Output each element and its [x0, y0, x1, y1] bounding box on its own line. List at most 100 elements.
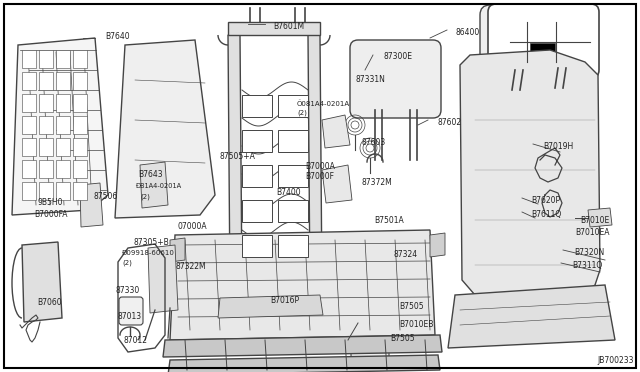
Bar — [22, 182, 36, 200]
Text: 87372M: 87372M — [362, 178, 393, 187]
Text: Ð09918-60610: Ð09918-60610 — [122, 250, 175, 256]
Bar — [22, 94, 36, 112]
Text: 87603: 87603 — [362, 138, 387, 147]
Bar — [39, 182, 53, 200]
Bar — [73, 72, 87, 90]
Bar — [278, 130, 308, 152]
Text: 87602: 87602 — [437, 118, 461, 127]
Polygon shape — [12, 38, 108, 215]
Text: 87505+A: 87505+A — [219, 152, 255, 161]
Text: B7010EB: B7010EB — [399, 320, 433, 329]
Text: B7320N: B7320N — [574, 248, 604, 257]
Bar — [56, 116, 70, 134]
Text: B7640: B7640 — [105, 32, 130, 41]
Bar — [22, 116, 36, 134]
Polygon shape — [170, 230, 435, 340]
Polygon shape — [163, 335, 442, 357]
Text: 07000A: 07000A — [177, 222, 207, 231]
Bar — [56, 50, 70, 68]
Bar — [39, 138, 53, 156]
Text: B7010EA: B7010EA — [575, 228, 609, 237]
Bar — [22, 138, 36, 156]
Polygon shape — [148, 245, 178, 313]
Polygon shape — [170, 238, 185, 262]
Polygon shape — [322, 115, 350, 148]
Bar — [39, 116, 53, 134]
Polygon shape — [322, 165, 352, 203]
Text: 87300E: 87300E — [384, 52, 413, 61]
Bar — [73, 160, 87, 178]
Text: B7611Q: B7611Q — [531, 210, 561, 219]
Bar — [73, 182, 87, 200]
Text: B7505: B7505 — [399, 302, 424, 311]
Text: JB700233: JB700233 — [597, 356, 634, 365]
Polygon shape — [430, 233, 445, 257]
Text: (2): (2) — [140, 193, 150, 199]
Text: 87322M: 87322M — [176, 262, 207, 271]
Bar — [39, 160, 53, 178]
Text: B7000F: B7000F — [305, 172, 334, 181]
Polygon shape — [448, 285, 615, 348]
Text: 86400: 86400 — [456, 28, 480, 37]
Bar — [56, 182, 70, 200]
FancyBboxPatch shape — [488, 4, 599, 78]
Text: B7643: B7643 — [138, 170, 163, 179]
Text: B7501A: B7501A — [374, 216, 404, 225]
Text: B7060: B7060 — [37, 298, 61, 307]
Bar — [56, 160, 70, 178]
Polygon shape — [308, 35, 322, 290]
Bar — [530, 43, 555, 60]
Bar — [242, 165, 272, 187]
Text: B7019H: B7019H — [543, 142, 573, 151]
Bar — [73, 94, 87, 112]
Bar — [278, 235, 308, 257]
Bar — [73, 50, 87, 68]
Text: B7016P: B7016P — [270, 296, 299, 305]
Bar — [56, 72, 70, 90]
Polygon shape — [460, 50, 600, 298]
Text: 87324: 87324 — [393, 250, 417, 259]
Bar — [242, 95, 272, 117]
Bar — [22, 72, 36, 90]
Text: B7010E: B7010E — [580, 216, 609, 225]
Polygon shape — [115, 40, 215, 218]
Text: 87013: 87013 — [117, 312, 141, 321]
FancyBboxPatch shape — [480, 5, 595, 80]
Text: ÐB1A4-0201A: ÐB1A4-0201A — [135, 183, 181, 189]
Text: B7620P: B7620P — [531, 196, 560, 205]
Text: B7601M: B7601M — [273, 22, 304, 31]
Bar — [73, 116, 87, 134]
Text: B7400: B7400 — [276, 188, 301, 197]
FancyBboxPatch shape — [350, 40, 441, 118]
FancyBboxPatch shape — [348, 291, 391, 327]
Bar — [39, 94, 53, 112]
Bar — [278, 200, 308, 222]
Bar — [242, 235, 272, 257]
Polygon shape — [168, 355, 440, 372]
Bar — [242, 130, 272, 152]
Bar — [242, 200, 272, 222]
Bar — [73, 138, 87, 156]
Bar — [278, 165, 308, 187]
Bar — [22, 160, 36, 178]
Polygon shape — [22, 242, 62, 322]
Bar — [56, 138, 70, 156]
Text: B7311Q: B7311Q — [572, 261, 602, 270]
Text: (2): (2) — [122, 260, 132, 266]
Text: 87506: 87506 — [94, 192, 118, 201]
Text: B7000A: B7000A — [305, 162, 335, 171]
Polygon shape — [228, 22, 320, 35]
Bar — [39, 50, 53, 68]
Polygon shape — [218, 295, 323, 318]
Bar — [22, 50, 36, 68]
Bar — [56, 94, 70, 112]
Text: 87305+B: 87305+B — [133, 238, 169, 247]
Polygon shape — [588, 208, 612, 227]
Text: B7505: B7505 — [390, 334, 415, 343]
Text: 87330: 87330 — [116, 286, 140, 295]
Text: Ô081A4-0201A: Ô081A4-0201A — [297, 100, 350, 106]
FancyBboxPatch shape — [119, 297, 143, 325]
Text: 87331N: 87331N — [356, 75, 386, 84]
Bar — [39, 72, 53, 90]
Text: (2): (2) — [297, 110, 307, 116]
